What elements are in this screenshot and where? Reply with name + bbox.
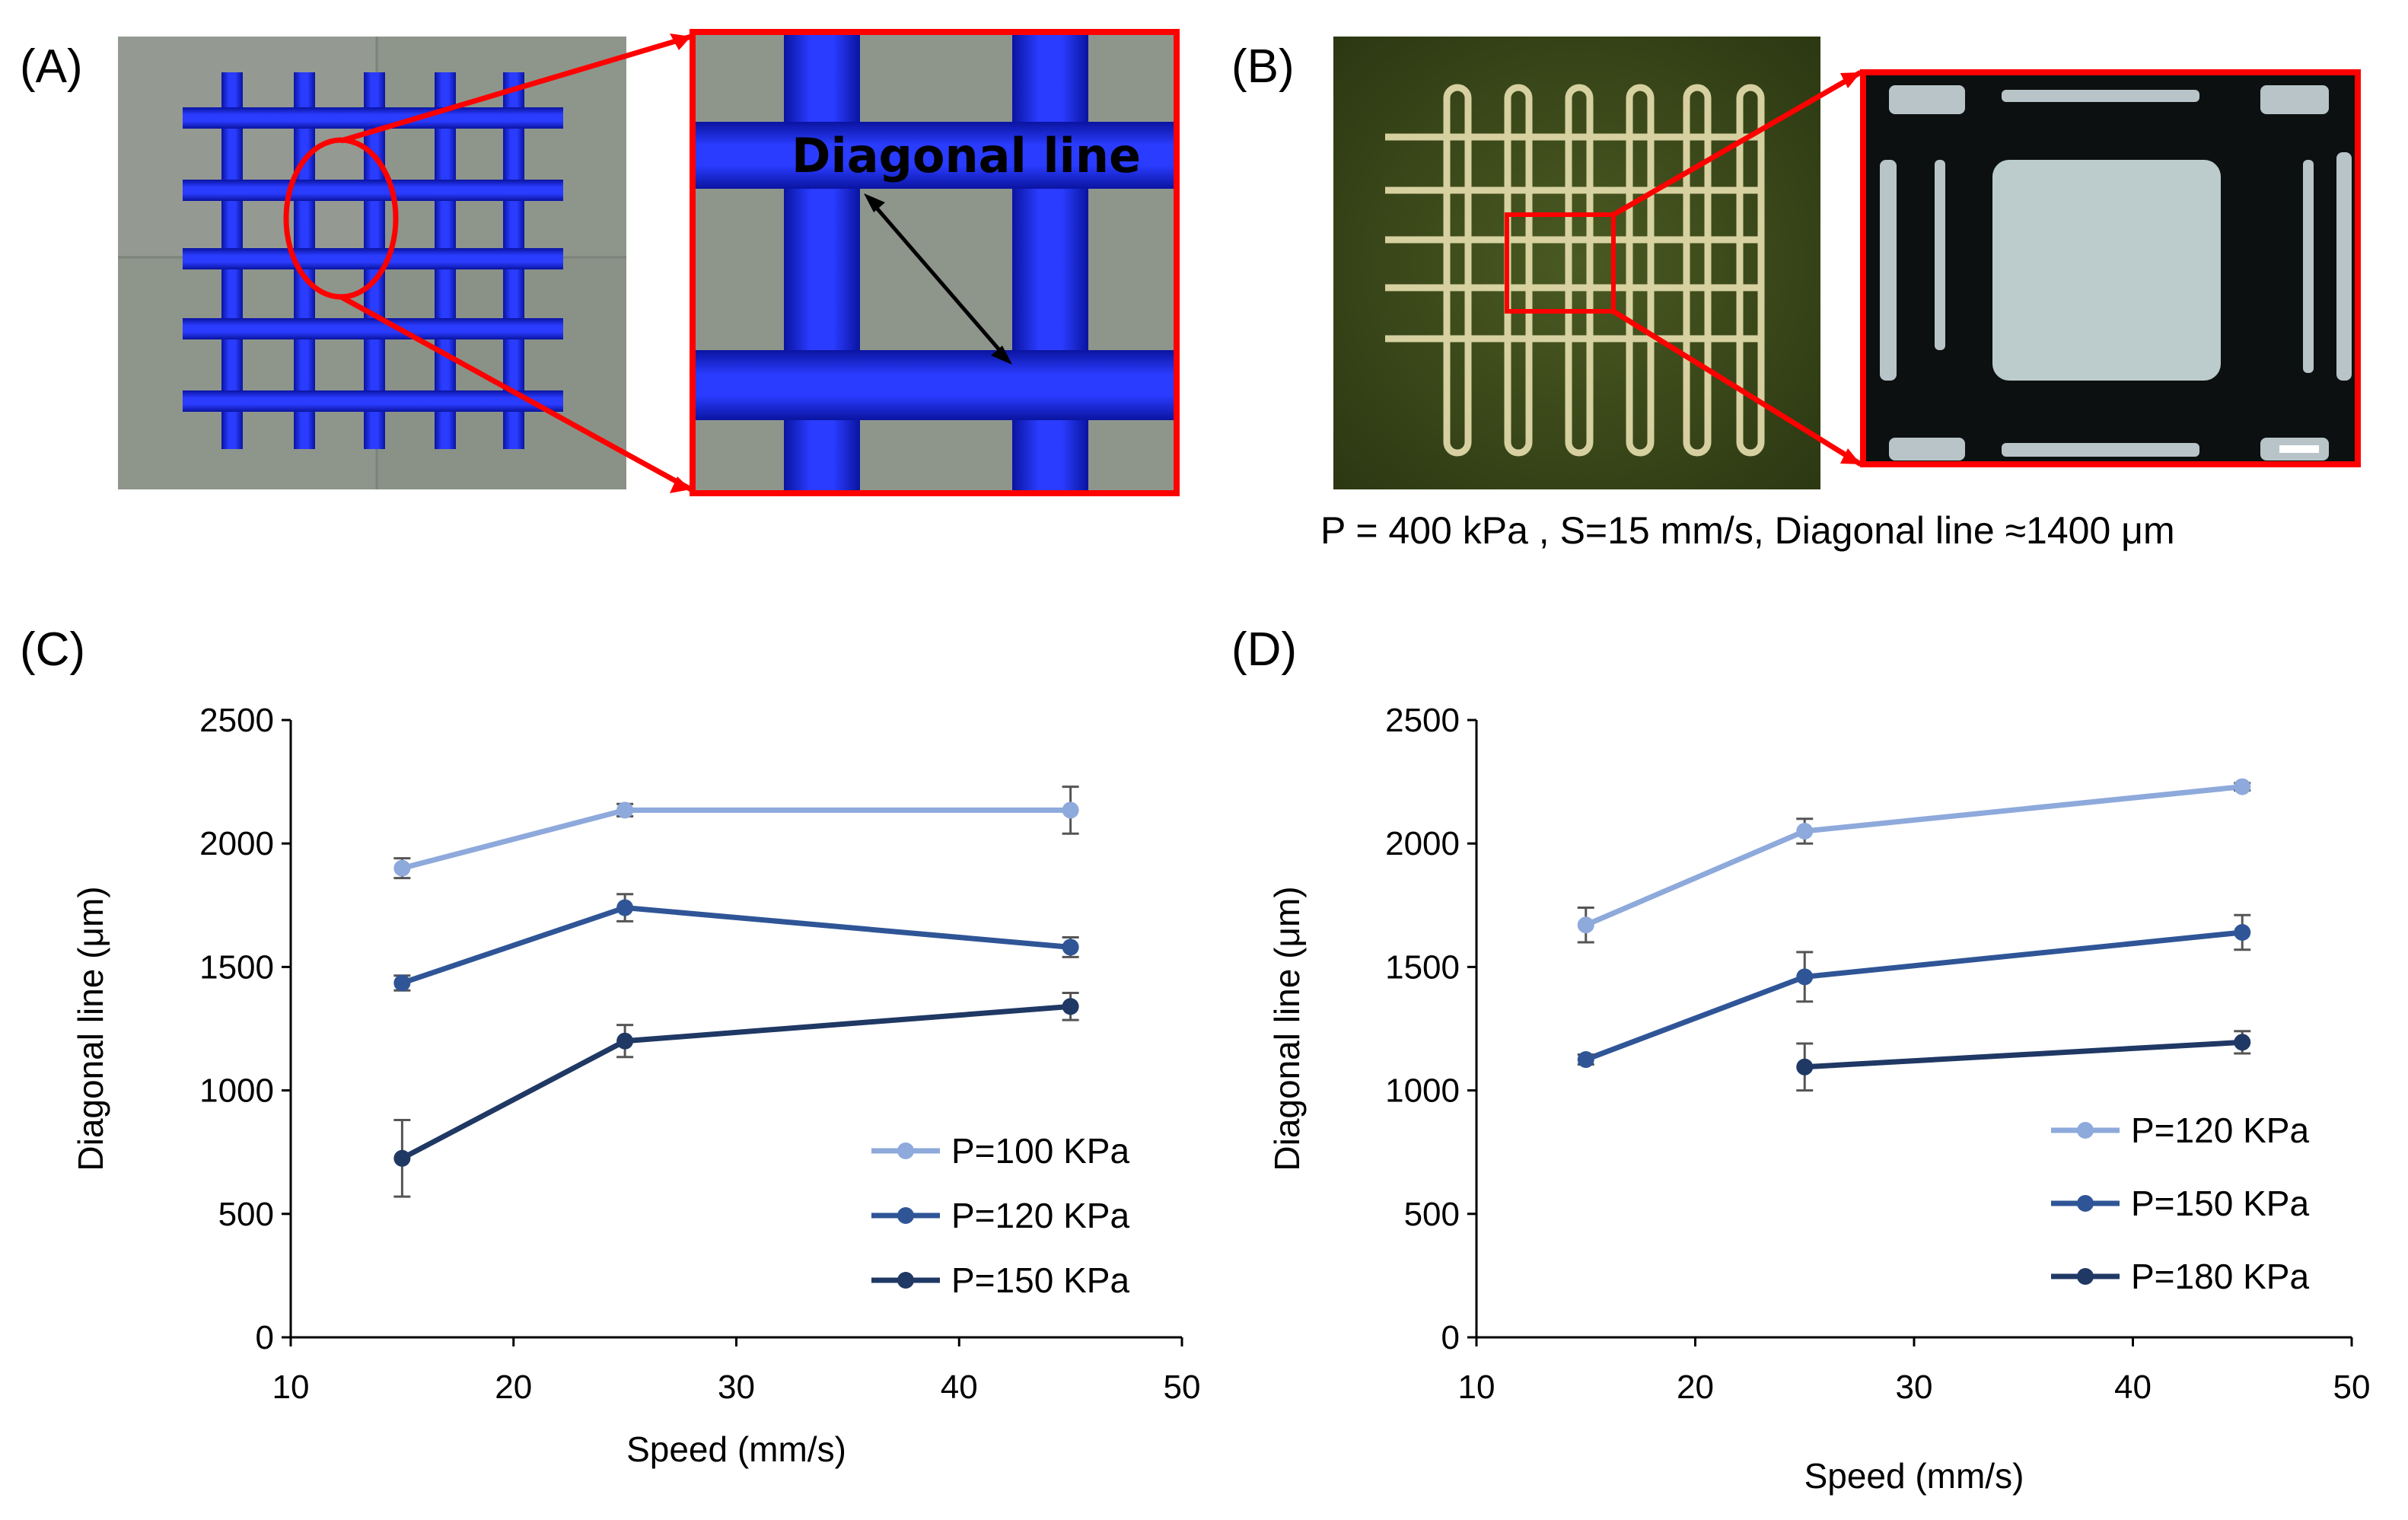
data-point [2234, 1034, 2251, 1051]
legend: P=100 KPa P=120 KPa P=150 KPa [871, 1131, 1129, 1300]
y-tick-label: 0 [1441, 1319, 1460, 1356]
legend-label: P=180 KPa [2131, 1257, 2309, 1296]
data-point [1577, 1051, 1594, 1069]
legend-marker [2077, 1122, 2094, 1139]
printed-strand-vertical [1626, 84, 1655, 457]
legend-label: P=150 KPa [951, 1260, 1129, 1300]
series-2 [393, 893, 1079, 992]
y-tick-label: 500 [218, 1196, 274, 1233]
y-tick-label: 1500 [1385, 948, 1460, 986]
panel-b-micrograph [1860, 69, 2361, 467]
series-line [1804, 1039, 2243, 1070]
legend-marker [2077, 1268, 2094, 1285]
diagonal-arrow [868, 199, 1008, 359]
x-axis-label: Speed (mm/s) [626, 1429, 846, 1469]
series-1 [393, 785, 1079, 880]
legend-label: P=100 KPa [951, 1131, 1129, 1171]
y-tick-label: 2500 [1385, 702, 1460, 739]
mesh-horizontal-strand [183, 180, 563, 201]
legend-label: P=120 KPa [951, 1196, 1129, 1235]
x-tick-label: 20 [495, 1369, 532, 1406]
y-tick-label: 2000 [199, 825, 274, 862]
panel-a-render [118, 33, 693, 493]
x-tick-label: 30 [1896, 1369, 1933, 1406]
series-line [1585, 784, 2243, 928]
data-point [1577, 916, 1594, 934]
data-point [616, 899, 634, 916]
photo-zoom-box [1505, 212, 1616, 314]
series-line [1585, 929, 2243, 1063]
series-2 [1577, 913, 2251, 1069]
y-tick-label: 0 [256, 1319, 274, 1356]
legend-marker [897, 1272, 914, 1289]
panel-label-c: (C) [20, 623, 86, 676]
x-tick-label: 20 [1677, 1369, 1714, 1406]
x-tick-label: 50 [2333, 1369, 2371, 1406]
series-3 [1796, 1030, 2251, 1092]
legend: P=120 KPa P=150 KPa P=180 KPa [2051, 1111, 2309, 1296]
panel-a-zoom [690, 29, 1180, 496]
panel-b-photo [1333, 37, 1862, 489]
series-line [401, 904, 1071, 986]
data-point [393, 974, 411, 992]
data-point [1796, 822, 1814, 840]
x-tick-label: 10 [1458, 1369, 1495, 1406]
data-point [393, 859, 411, 877]
data-point [2234, 778, 2251, 795]
mesh-horizontal-strand [183, 248, 563, 269]
x-tick-label: 40 [941, 1369, 978, 1406]
panel-label-a: (A) [20, 40, 83, 93]
x-tick-label: 50 [1164, 1369, 1201, 1406]
y-tick-label: 1000 [1385, 1072, 1460, 1110]
legend-label: P=120 KPa [2131, 1111, 2309, 1150]
data-point [1062, 938, 1079, 956]
printed-strand-vertical [1736, 84, 1765, 457]
x-tick-label: 10 [272, 1369, 310, 1406]
series-3 [393, 991, 1079, 1198]
legend-marker [2077, 1195, 2094, 1212]
printed-strand-vertical [1565, 84, 1594, 457]
y-axis-label: Diagonal line (μm) [1267, 886, 1307, 1171]
data-point [1062, 998, 1079, 1015]
y-tick-label: 2500 [199, 702, 274, 739]
mesh-horizontal-strand [183, 318, 563, 339]
series-line [401, 807, 1071, 872]
data-point [1062, 801, 1079, 819]
legend-marker [897, 1207, 914, 1224]
panel-label-b: (B) [1231, 40, 1295, 93]
data-point [616, 1032, 634, 1050]
y-tick-label: 1000 [199, 1072, 274, 1110]
data-point [1796, 968, 1814, 986]
zoom-connector-bottom [339, 294, 693, 492]
printed-strand-vertical [1683, 84, 1712, 457]
printed-strand-vertical [1443, 84, 1472, 457]
zoom-connector-top [340, 33, 692, 144]
y-tick-label: 500 [1404, 1196, 1460, 1233]
panel-b-caption: P = 400 kPa , S=15 mm/s, Diagonal line ≈… [1320, 509, 2175, 552]
y-axis-label: Diagonal line (μm) [71, 886, 110, 1171]
mesh-horizontal-strand [183, 107, 563, 129]
data-point [2234, 923, 2251, 941]
data-point [616, 801, 634, 819]
legend-marker [897, 1142, 914, 1159]
chart-d: 0 500 1000 1500 2000 2500 10 20 30 40 50 Speed (mm/… [1267, 702, 2370, 1496]
data-point [393, 1149, 411, 1167]
diagonal-line-label: Diagonal line [792, 128, 1142, 183]
legend-label: P=150 KPa [2131, 1184, 2309, 1223]
data-point [1796, 1058, 1814, 1075]
chart-c: 0 500 1000 1500 2000 2500 10 20 30 40 50 Speed (mm/… [71, 702, 1200, 1469]
x-axis-label: Speed (mm/s) [1804, 1456, 2024, 1496]
mesh-horizontal-strand [183, 390, 563, 412]
panel-label-d: (D) [1231, 623, 1298, 676]
x-tick-label: 30 [718, 1369, 755, 1406]
y-tick-label: 2000 [1385, 825, 1460, 862]
series-1 [1577, 778, 2251, 944]
x-tick-label: 40 [2114, 1369, 2152, 1406]
y-tick-label: 1500 [199, 948, 274, 986]
